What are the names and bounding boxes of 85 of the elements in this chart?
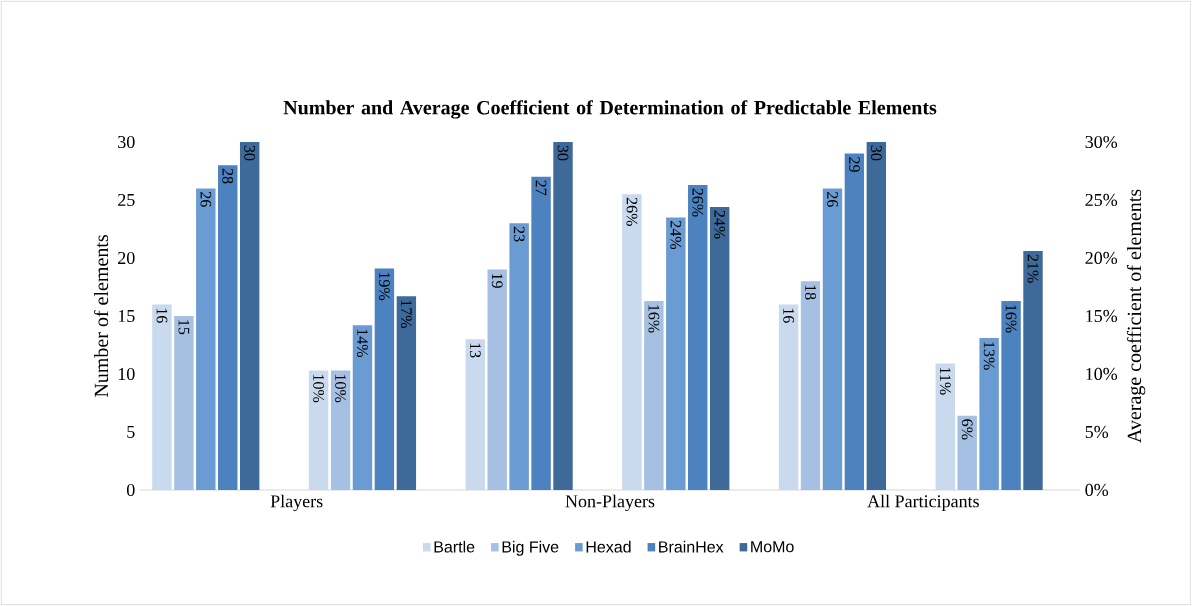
data-label: 30 [557,145,569,161]
bar [979,338,999,490]
bar [330,370,351,490]
x-tick-label: Players [270,494,323,512]
data-label: 30 [244,145,256,161]
x-tick-label: All Participants [867,494,979,512]
bar [352,325,373,490]
bar [844,153,865,490]
y-tick-label: 10 [118,367,135,381]
y-tick-label: 20 [118,251,135,265]
bar [374,268,395,490]
data-label: 27 [535,180,547,196]
data-label: 16 [783,308,794,323]
y-tick-label: 0 [126,483,135,497]
data-label: 16% [648,305,660,333]
data-label: 14% [357,329,368,357]
data-label: 28 [222,168,234,184]
bar [709,206,730,490]
bar [666,217,686,490]
legend-label: BrainHex [659,540,724,553]
legend-label: MoMo [751,541,794,553]
bar [622,194,642,490]
bar [957,415,977,490]
data-label: 16% [1005,305,1017,333]
bar [509,223,529,490]
y-tick-label: 25 [118,193,135,207]
y-axis-title: Number of elements [93,235,109,398]
bar [866,141,887,490]
bar [778,304,799,490]
y-tick-label: 15 [118,309,135,323]
y-tick-label: 30 [118,135,135,149]
y2-tick-label: 25% [1085,193,1118,207]
bar [487,269,507,490]
data-label: 24% [670,221,682,250]
bar [218,165,238,490]
bar [196,188,216,490]
data-label: 10% [313,374,325,403]
legend-label: Bartle [434,540,475,553]
y2-tick-label: 15% [1086,309,1118,323]
y2-tick-label: 0% [1085,483,1109,497]
bar [531,176,551,490]
data-label: 16 [156,308,168,323]
y2-tick-label: 5% [1085,425,1109,439]
data-label: 11% [939,367,951,395]
data-label: 26% [692,188,704,217]
bar [239,141,260,490]
bar [1023,251,1043,490]
bar [935,363,955,490]
data-label: 19% [378,272,390,301]
bar [396,296,417,490]
bar [553,141,573,490]
data-label: 13% [983,342,995,370]
bar [800,281,821,490]
legend-label: Big Five [502,540,559,556]
data-label: 13 [469,343,481,358]
data-label: 26 [827,192,838,207]
y-tick-label: 5 [127,426,135,438]
data-label: 26 [200,192,212,207]
data-label: 26% [626,197,638,226]
data-label: 10% [335,374,346,403]
data-label: 29 [849,157,860,172]
bar [1001,300,1021,490]
bar [174,315,194,490]
y2-tick-label: 10% [1086,367,1118,381]
data-label: 19 [491,273,503,288]
x-tick-label: Non-Players [565,494,655,512]
bar [688,184,708,490]
chart-title: Number and Average Coefficient of Determination of Predictable Elements [283,100,937,119]
bar [152,304,172,490]
data-label: 30 [870,145,882,161]
data-label: 17% [400,300,412,328]
data-label: 21% [1027,254,1039,283]
bar [822,188,843,490]
bar [644,300,664,490]
y2-tick-label: 20% [1085,251,1118,265]
legend-label: Hexad [586,540,631,553]
bar [465,339,485,490]
data-label: 18 [805,285,816,300]
data-label: 23 [513,226,525,242]
data-label: 6% [961,419,973,440]
y2-axis-title: Average coefficient of elements [1126,189,1146,443]
data-label: 15 [178,320,190,335]
y2-tick-label: 30% [1085,135,1118,149]
data-label: 24% [714,210,726,239]
bar [308,370,329,490]
